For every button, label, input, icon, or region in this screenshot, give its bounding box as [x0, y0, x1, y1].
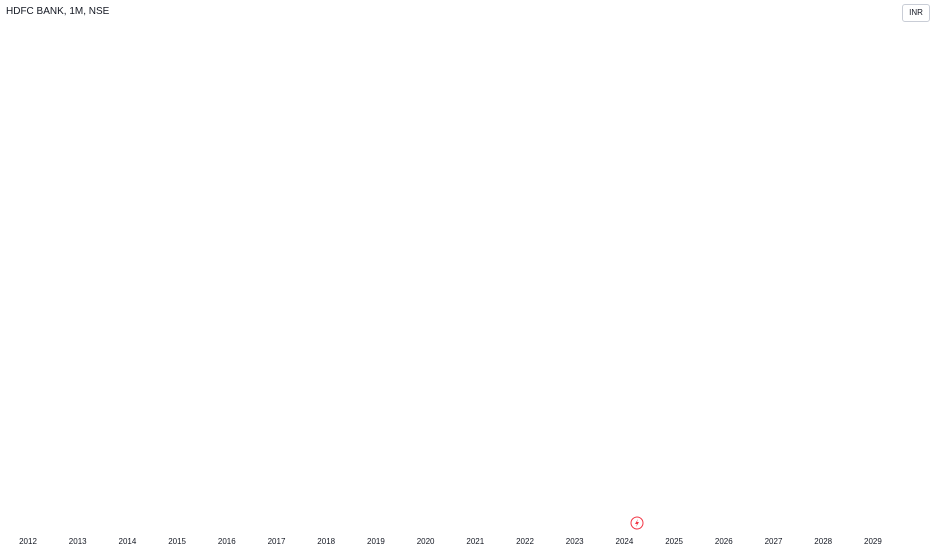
y-axis-background [894, 0, 932, 550]
symbol-title: HDFC BANK, 1M, NSE [6, 6, 110, 17]
x-tick-label: 2027 [765, 537, 783, 546]
x-axis: 2012 2013 2014 2015 2016 2017 2018 2019 2020 2021… [19, 537, 882, 546]
lightning-icon[interactable] [630, 516, 644, 530]
x-tick-label: 2013 [69, 537, 87, 546]
x-tick-label: 2028 [814, 537, 832, 546]
currency-button[interactable]: INR [902, 4, 930, 22]
x-tick-label: 2016 [218, 537, 236, 546]
x-tick-label: 2017 [268, 537, 286, 546]
x-tick-label: 2024 [616, 537, 634, 546]
x-tick-label: 2014 [119, 537, 137, 546]
x-tick-label: 2025 [665, 537, 683, 546]
x-tick-label: 2015 [168, 537, 186, 546]
x-tick-label: 2029 [864, 537, 882, 546]
y-axis[interactable]: 2700.002500.002200.002100.002000.001880.… [894, 0, 932, 550]
x-tick-label: 2021 [466, 537, 484, 546]
x-tick-label: 2018 [317, 537, 335, 546]
x-tick-label: 2012 [19, 537, 37, 546]
x-tick-label: 2023 [566, 537, 584, 546]
x-tick-label: 2026 [715, 537, 733, 546]
x-tick-label: 2020 [417, 537, 435, 546]
x-tick-label: 2019 [367, 537, 385, 546]
x-tick-label: 2022 [516, 537, 534, 546]
